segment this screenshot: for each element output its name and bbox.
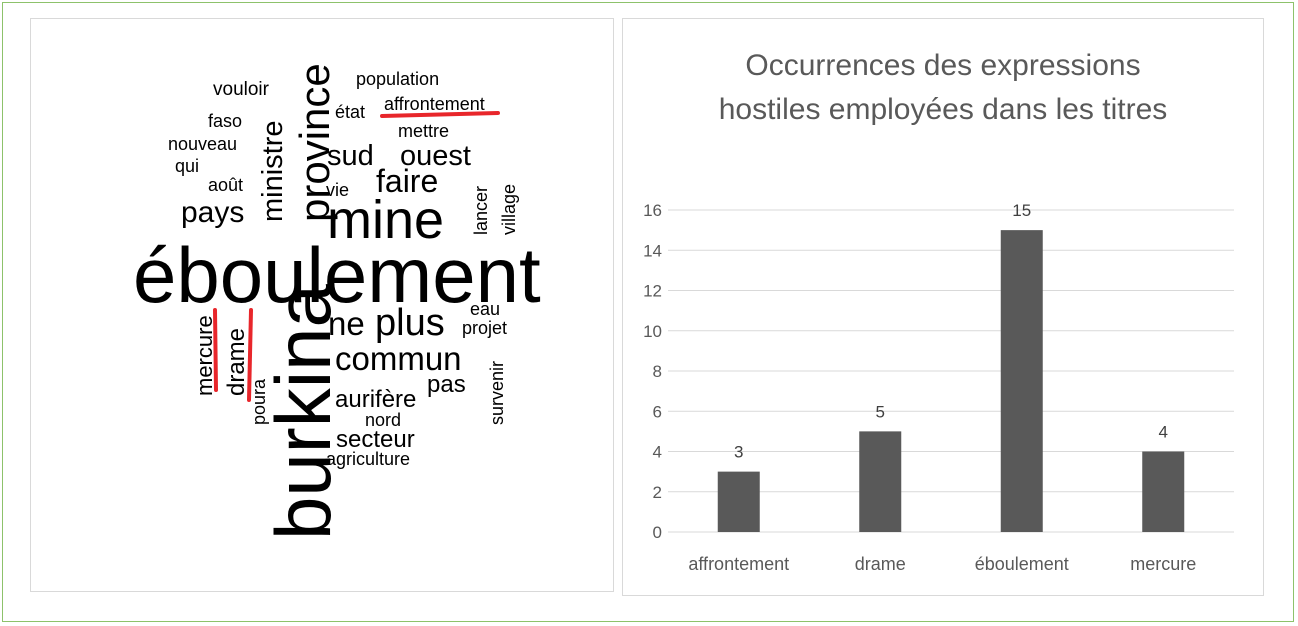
y-tick-label: 16 [643, 201, 662, 220]
word-cloud: vouloir population état affrontement faso nou… [133, 63, 541, 540]
data-label: 15 [1012, 201, 1031, 220]
y-tick-label: 12 [643, 282, 662, 301]
x-tick-label: éboulement [975, 554, 1069, 574]
bar [859, 431, 902, 532]
y-tick-label: 0 [653, 523, 662, 542]
word: drame [223, 328, 250, 396]
word: vouloir [213, 79, 270, 100]
word: faire [376, 163, 438, 199]
word: ministre [257, 120, 289, 222]
data-label: 4 [1159, 423, 1168, 442]
word: nouveau [168, 134, 237, 154]
word: projet [462, 318, 507, 338]
word: éboulement [133, 231, 541, 319]
word: ouest [400, 140, 471, 172]
word: secteur [336, 426, 415, 453]
underline [213, 308, 218, 392]
bar [1142, 451, 1185, 532]
x-tick-label: affrontement [688, 554, 789, 574]
word: mine [327, 190, 444, 250]
underline [247, 308, 253, 402]
word: qui [175, 156, 199, 176]
word: burkina [259, 284, 347, 540]
data-label: 3 [734, 443, 743, 462]
word: aurifère [335, 386, 416, 413]
y-tick-label: 6 [653, 402, 662, 421]
word: août [208, 175, 243, 195]
y-tick-label: 14 [643, 241, 662, 260]
y-tick-label: 10 [643, 322, 662, 341]
word: commun [335, 340, 462, 377]
word: vie [326, 180, 349, 200]
word: village [499, 184, 519, 235]
chart-title: Occurrences des expressions hostiles emp… [718, 49, 1168, 126]
word: lancer [471, 186, 491, 235]
word: nord [365, 410, 401, 430]
word: pas [427, 371, 466, 398]
word: poura [249, 378, 269, 425]
word: survenir [487, 361, 507, 425]
y-tick-label: 8 [653, 362, 662, 381]
word: faso [208, 111, 242, 131]
word: mercure [192, 315, 217, 396]
word: province [291, 63, 338, 222]
annotations [213, 111, 500, 402]
word: plus [375, 302, 445, 344]
chart-panel [622, 18, 1264, 596]
word: ne [328, 305, 365, 342]
word: sud [327, 140, 374, 172]
data-label: 5 [876, 402, 885, 421]
word: pays [181, 196, 244, 229]
underline [380, 111, 500, 118]
word: état [335, 102, 365, 122]
y-tick-label: 4 [653, 443, 662, 462]
x-tick-label: mercure [1130, 554, 1196, 574]
word: eau [470, 299, 500, 319]
y-tick-label: 2 [653, 483, 662, 502]
word: agriculture [326, 449, 410, 469]
word: affrontement [384, 94, 485, 114]
x-tick-label: drame [855, 554, 906, 574]
word: population [356, 69, 439, 89]
bar [1000, 230, 1043, 532]
bar [717, 471, 760, 532]
word-cloud-panel [30, 18, 614, 592]
word: mettre [398, 121, 449, 141]
